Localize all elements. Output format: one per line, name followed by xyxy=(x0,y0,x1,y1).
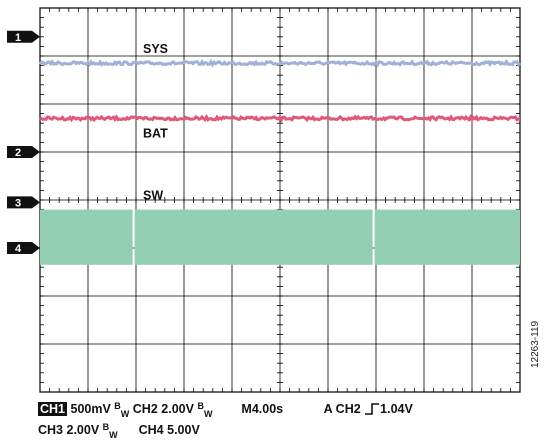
trace-sw-block xyxy=(374,209,520,265)
graticule xyxy=(39,7,521,393)
ch3-label: CH3 xyxy=(38,423,64,437)
channel-marker-shape xyxy=(7,196,40,209)
trace-labels: VINSYSBATSW xyxy=(143,42,168,203)
scope-settings-line-2: CH3 2.00V BW CH4 5.00V xyxy=(38,422,200,440)
trace-bat xyxy=(39,113,521,123)
ch2-label: CH2 xyxy=(132,402,158,416)
rising-edge-icon xyxy=(365,403,380,415)
label-sys: SYS xyxy=(143,42,168,56)
ch1-bw-w: W xyxy=(120,409,130,419)
channel-marker-4: 4 xyxy=(7,242,40,255)
trigger-level: 1.04V xyxy=(380,402,413,416)
channel-marker-shape xyxy=(7,146,40,158)
trace-sys xyxy=(38,58,522,68)
ch2-bw-w: W xyxy=(203,409,213,419)
channel-markers: 1 2 3 4 xyxy=(7,30,40,255)
channel-marker-shape xyxy=(7,30,40,43)
label-bat: BAT xyxy=(143,126,168,140)
ch3-bw-w: W xyxy=(109,430,118,440)
channel-marker-label: 3 xyxy=(15,197,21,209)
ch1-scale: 500mV xyxy=(70,402,111,416)
channel-marker-3: 3 xyxy=(7,196,40,209)
ch3-scale: 2.00V xyxy=(66,423,100,437)
trigger-channel: CH2 xyxy=(335,402,361,416)
channel-marker-1: 1 xyxy=(7,30,40,44)
ch1-indicator: CH1 xyxy=(38,402,68,416)
channel-marker-label: 1 xyxy=(15,32,21,44)
trigger-label: A xyxy=(323,402,333,416)
trace-sw-block xyxy=(40,209,133,265)
ch3-bw-b: B xyxy=(102,422,110,432)
ch2-scale: 2.00V xyxy=(161,402,194,416)
traces xyxy=(38,58,522,265)
timebase: M4.00s xyxy=(241,402,284,416)
channel-marker-label: 4 xyxy=(15,243,22,255)
label-sw: SW xyxy=(143,189,163,203)
channel-marker-shape xyxy=(7,242,40,254)
scope-settings-line-1: CH1 500mV BW CH2 2.00V BW M4.00s A CH2 1… xyxy=(38,401,413,419)
ch2-bw-b: B xyxy=(197,401,204,411)
channel-marker-2: 2 xyxy=(7,146,40,159)
channel-marker-label: 2 xyxy=(15,147,21,159)
trace-sw-block xyxy=(134,209,373,265)
ch4-scale: 5.00V xyxy=(167,423,200,437)
ch4-label: CH4 xyxy=(138,423,164,437)
ch1-bw-b: B xyxy=(114,401,121,411)
figure-id: 12263-119 xyxy=(530,320,541,368)
